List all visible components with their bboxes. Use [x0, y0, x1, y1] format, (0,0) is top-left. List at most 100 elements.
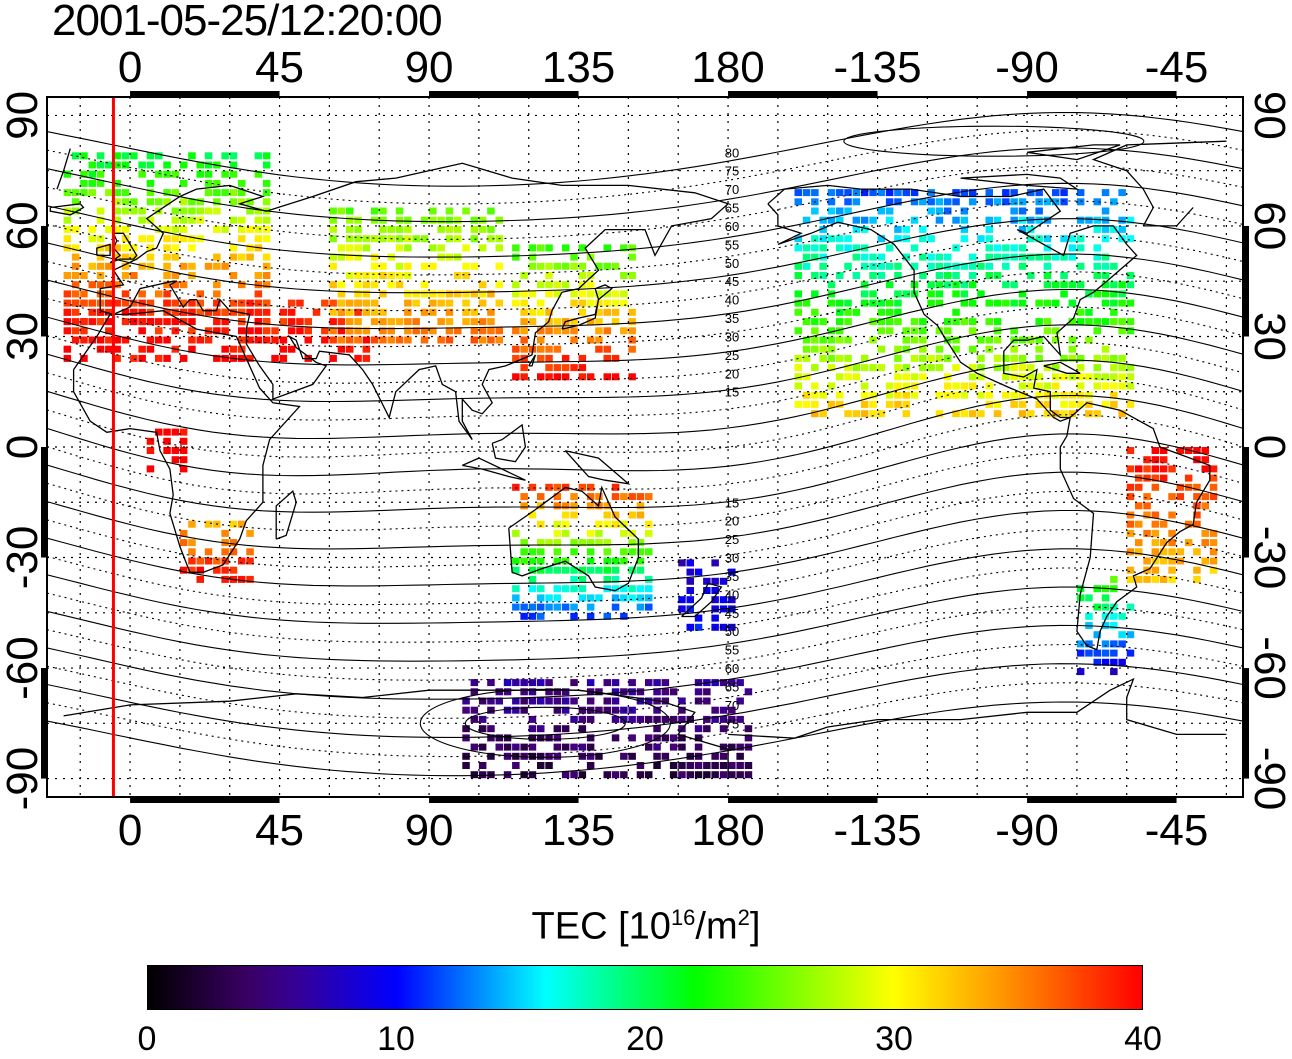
tec-cell — [379, 272, 387, 279]
tec-cell — [537, 373, 545, 381]
tec-cell — [478, 771, 487, 779]
tec-cell — [603, 548, 611, 556]
tec-cell — [478, 336, 487, 344]
tec-cell — [1076, 244, 1085, 252]
tec-cell — [196, 161, 204, 169]
tec-cell — [802, 391, 811, 399]
tec-cell — [561, 502, 570, 510]
tec-cell — [586, 752, 595, 760]
tec-cell — [620, 706, 628, 714]
tec-cell — [346, 244, 354, 252]
tec-cell — [229, 539, 238, 547]
colorbar-tick-label: 40 — [1124, 1020, 1162, 1058]
tec-cell — [968, 262, 977, 270]
tec-cell — [1018, 225, 1027, 233]
tec-cell — [686, 568, 694, 576]
contour-label: 75 — [725, 164, 739, 179]
tec-cell — [71, 272, 80, 279]
coastline — [109, 232, 138, 264]
tec-cell — [944, 318, 952, 326]
tec-cell — [221, 548, 229, 556]
tec-cell — [113, 336, 121, 344]
tec-cell — [229, 198, 238, 206]
tec-cell — [1126, 603, 1135, 611]
tec-cell — [794, 308, 802, 316]
tec-cell — [694, 771, 703, 779]
tec-cell — [445, 225, 454, 233]
tec-cell — [1010, 216, 1018, 224]
tec-cell — [354, 354, 362, 362]
tec-cell — [229, 520, 238, 528]
tec-cell — [636, 493, 645, 501]
tec-cell — [262, 235, 271, 243]
tec-cell — [620, 529, 628, 537]
tec-cell — [1101, 354, 1110, 362]
tec-cell — [645, 585, 653, 593]
tec-cell — [645, 743, 653, 751]
tec-cell — [968, 272, 977, 279]
colorbar-tick-label: 30 — [875, 1020, 913, 1058]
tec-cell — [1035, 318, 1043, 326]
tec-cell — [877, 364, 886, 372]
tec-cell — [1052, 281, 1060, 289]
tec-cell — [121, 290, 130, 298]
tec-cell — [902, 253, 910, 261]
tec-cell — [130, 198, 138, 206]
tec-cell — [645, 493, 653, 501]
tec-cell — [1076, 189, 1085, 197]
tec-cell — [1043, 299, 1052, 307]
tec-cell — [71, 308, 80, 316]
tec-cell — [595, 262, 603, 270]
tec-cell — [1035, 336, 1043, 344]
tec-cell — [736, 743, 744, 751]
tec-cell — [179, 179, 188, 187]
tec-cell — [246, 198, 254, 206]
y-tick-left: 30 — [0, 312, 47, 361]
tec-cell — [952, 336, 960, 344]
tec-cell — [96, 281, 105, 289]
tec-cell — [512, 585, 520, 593]
tec-cell — [811, 336, 819, 344]
tec-cell — [470, 290, 479, 298]
tec-cell — [844, 373, 852, 381]
tec-cell — [1052, 327, 1060, 335]
tec-cell — [1101, 612, 1110, 620]
tec-cell — [1110, 622, 1118, 629]
x-tick-top: 0 — [118, 43, 142, 92]
tec-cell — [470, 688, 479, 696]
magnetic-contour — [47, 147, 1243, 223]
tec-cell — [71, 318, 80, 326]
tec-cell — [952, 345, 960, 353]
tec-cell — [1093, 272, 1101, 279]
tec-cell — [462, 272, 470, 279]
tec-cell — [105, 327, 113, 335]
tec-cell — [254, 225, 263, 233]
tec-cell — [993, 216, 1002, 224]
tec-cell — [1126, 631, 1135, 639]
tec-cell — [503, 706, 512, 714]
magnetic-contour — [47, 182, 1243, 258]
tec-cell — [1043, 318, 1052, 326]
tec-cell — [611, 299, 620, 307]
tec-cell — [578, 594, 587, 602]
tec-cell — [71, 290, 80, 298]
tec-cell — [802, 400, 811, 408]
tec-cell — [1110, 373, 1118, 381]
tec-cell — [910, 318, 919, 326]
magnetic-contour — [47, 452, 1243, 532]
tec-cell — [1085, 649, 1093, 657]
tec-cell — [387, 272, 395, 279]
tec-cell — [645, 603, 653, 611]
tec-cell — [346, 345, 354, 353]
tec-cell — [935, 253, 944, 261]
tec-cell — [620, 520, 628, 528]
tec-cell — [404, 327, 412, 335]
tec-cell — [238, 198, 246, 206]
tec-cell — [96, 216, 105, 224]
contour-label: 70 — [725, 182, 739, 197]
tec-cell — [1101, 290, 1110, 298]
magnetic-contour — [47, 218, 1243, 294]
tec-cell — [827, 345, 836, 353]
tec-cell — [653, 706, 661, 714]
tec-cell — [171, 225, 180, 233]
